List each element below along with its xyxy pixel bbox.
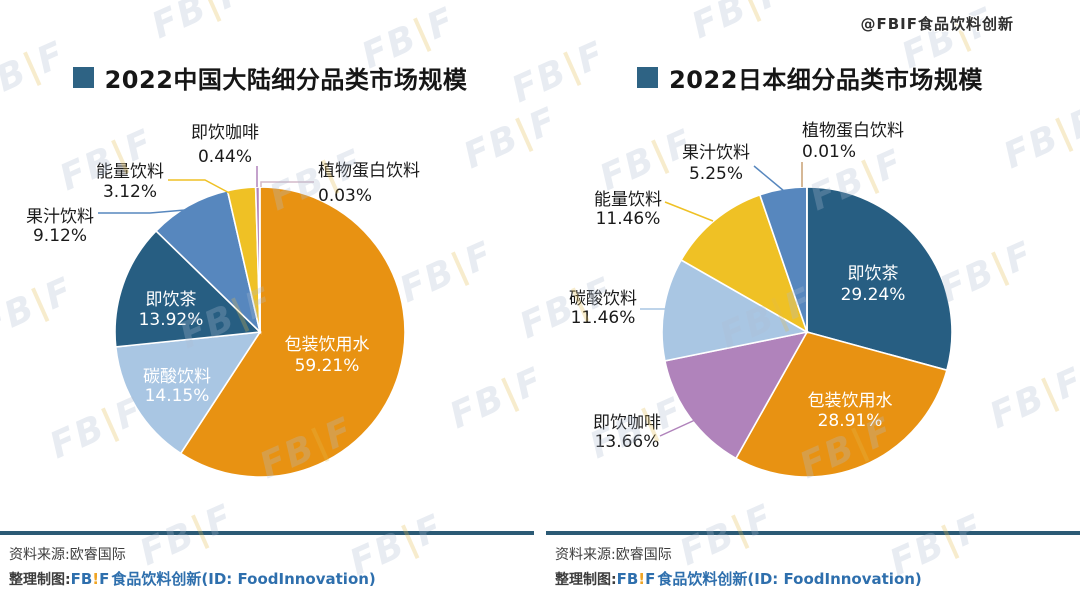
slice-name-2: 即饮咖啡 bbox=[593, 413, 661, 433]
slice-value-1: 28.91% bbox=[818, 411, 883, 431]
slice-value-5: 0.44% bbox=[198, 147, 252, 167]
credit-suffix: 食品饮料创新(ID: FoodInnovation) bbox=[111, 570, 376, 588]
chart-title-japan: 2022日本细分品类市场规模 bbox=[540, 60, 1080, 95]
credit-line: 整理制图:FB!F 食品饮料创新(ID: FoodInnovation) bbox=[9, 568, 534, 589]
slice-value-2: 13.92% bbox=[139, 310, 204, 330]
footer-japan: 资料来源:欧睿国际 整理制图:FB!F 食品饮料创新(ID: FoodInnova… bbox=[546, 531, 1080, 594]
pie-chart-japan: 即饮茶29.24%包装饮用水28.91%即饮咖啡13.66%碳酸饮料11.46%… bbox=[569, 121, 953, 478]
leader-line-2 bbox=[659, 419, 696, 437]
data-source-text: 资料来源:欧睿国际 bbox=[555, 547, 672, 563]
brand-bar-icon: ! bbox=[92, 570, 100, 588]
slice-name-4: 能量饮料 bbox=[96, 162, 164, 182]
footer-china: 资料来源:欧睿国际 整理制图:FB!F 食品饮料创新(ID: FoodInnova… bbox=[0, 531, 534, 594]
title-square-icon bbox=[637, 67, 659, 88]
slice-value-1: 14.15% bbox=[145, 386, 210, 406]
slice-value-3: 9.12% bbox=[33, 226, 87, 246]
chart-title-japan-text: 2022日本细分品类市场规模 bbox=[669, 66, 983, 94]
brand-fb: FB bbox=[616, 570, 639, 588]
panel-china-chart: 2022中国大陆细分品类市场规模 包装饮用水 59.21% 碳酸饮料 14.15% 即饮… bbox=[0, 60, 540, 594]
slice-value-4: 11.46% bbox=[596, 209, 661, 229]
slice-name-1: 碳酸饮料 bbox=[143, 367, 211, 387]
slice-value-0: 59.21% bbox=[295, 356, 360, 376]
brand-fb: FB bbox=[70, 570, 93, 588]
chart-title-china: 2022中国大陆细分品类市场规模 bbox=[0, 60, 540, 95]
leader-line-6 bbox=[260, 181, 314, 187]
leader-line-3 bbox=[98, 209, 186, 214]
slice-name-0: 包装饮用水 bbox=[285, 335, 370, 355]
credit-prefix: 整理制图: bbox=[555, 572, 617, 588]
slice-name-0: 即饮茶 bbox=[848, 264, 899, 284]
pie-slice-1 bbox=[734, 331, 948, 478]
brand-f: F bbox=[645, 570, 656, 588]
credit-suffix: 食品饮料创新(ID: FoodInnovation) bbox=[657, 570, 922, 588]
slice-name-6: 植物蛋白饮料 bbox=[802, 121, 904, 141]
pie-slice-0 bbox=[179, 186, 406, 478]
pie-slice-1 bbox=[114, 331, 262, 455]
pie-slice-4 bbox=[680, 193, 809, 334]
slice-value-2: 13.66% bbox=[595, 432, 660, 452]
brand-f: F bbox=[99, 570, 110, 588]
leader-line-4 bbox=[168, 179, 236, 197]
slice-name-5: 即饮咖啡 bbox=[191, 123, 259, 143]
pie-slice-2 bbox=[663, 330, 809, 460]
slice-name-3: 碳酸饮料 bbox=[569, 289, 637, 309]
slice-value-4: 3.12% bbox=[103, 182, 157, 202]
slice-name-2: 即饮茶 bbox=[146, 290, 197, 310]
pie-slice-0 bbox=[806, 186, 953, 372]
slice-name-5: 果汁饮料 bbox=[682, 143, 750, 163]
slice-value-5: 5.25% bbox=[689, 164, 743, 184]
leader-line-5 bbox=[753, 165, 785, 192]
slice-name-3: 果汁饮料 bbox=[26, 207, 94, 227]
brand-bar-icon: ! bbox=[638, 570, 646, 588]
chart-title-china-text: 2022中国大陆细分品类市场规模 bbox=[104, 66, 468, 94]
slice-name-4: 能量饮料 bbox=[594, 190, 662, 210]
fbif-watermark: @FBIF食品饮料创新 bbox=[860, 15, 1014, 33]
slice-value-6: 0.01% bbox=[802, 142, 856, 162]
panel-japan-chart: 2022日本细分品类市场规模 即饮茶 29.24% 包装饮用水 28.91% 即饮咖啡 1… bbox=[540, 0, 1080, 594]
credit-prefix: 整理制图: bbox=[9, 572, 71, 588]
credit-line: 整理制图:FB!F 食品饮料创新(ID: FoodInnovation) bbox=[555, 568, 1080, 589]
slice-name-6: 植物蛋白饮料 bbox=[318, 161, 420, 181]
slice-value-3: 11.46% bbox=[571, 308, 636, 328]
slice-value-6: 0.03% bbox=[318, 186, 372, 206]
leader-line-4 bbox=[664, 201, 714, 222]
title-square-icon bbox=[72, 67, 94, 88]
slice-name-1: 包装饮用水 bbox=[808, 391, 893, 411]
slice-value-0: 29.24% bbox=[841, 285, 906, 305]
pie-slice-2 bbox=[114, 229, 262, 348]
data-source-text: 资料来源:欧睿国际 bbox=[9, 547, 126, 563]
